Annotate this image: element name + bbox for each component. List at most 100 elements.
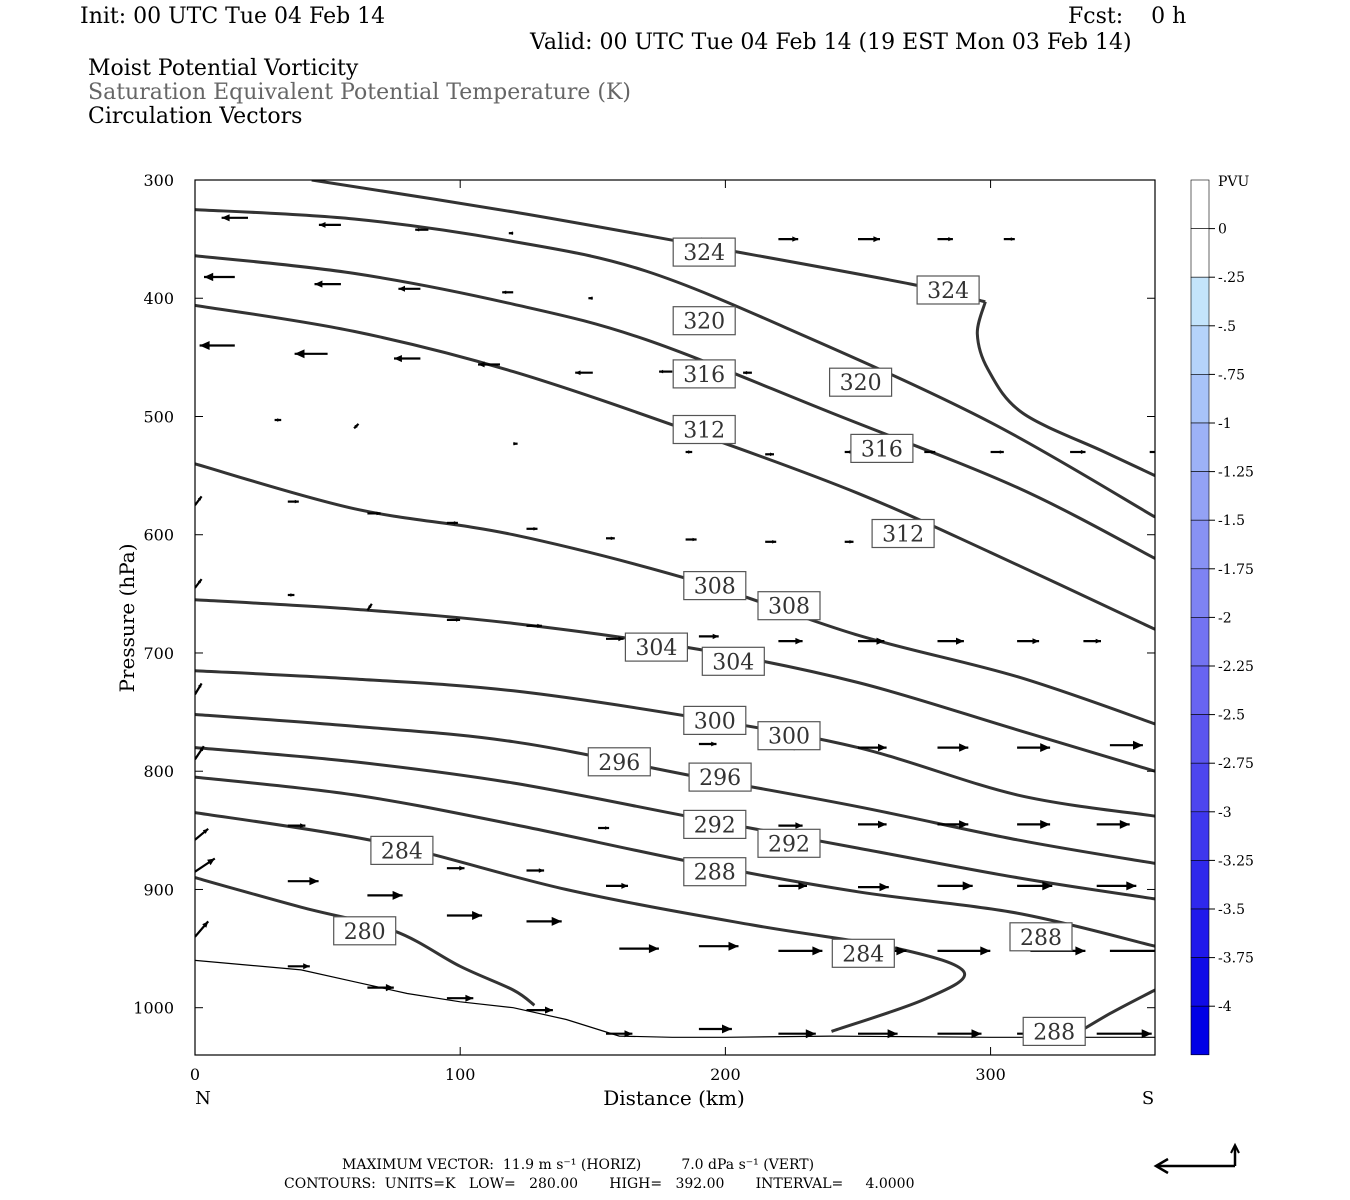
plot-area: 324 324 320 320 316 316 312 312 308 308 304 304 300 3… bbox=[195, 180, 1167, 1047]
circulation-vector bbox=[526, 916, 562, 926]
svg-text:288: 288 bbox=[694, 861, 736, 886]
circulation-vector bbox=[924, 450, 936, 454]
colorbar-label: -1.25 bbox=[1218, 465, 1254, 481]
circulation-vector bbox=[367, 511, 381, 516]
circulation-vector bbox=[1096, 881, 1137, 891]
circulation-vector bbox=[743, 370, 752, 375]
svg-text:308: 308 bbox=[768, 595, 810, 620]
contour-label: 324 bbox=[672, 237, 736, 267]
circulation-vector bbox=[1070, 449, 1086, 454]
contour-304 bbox=[195, 598, 1155, 773]
circulation-vector bbox=[685, 450, 693, 454]
circulation-vector bbox=[1109, 740, 1143, 750]
contour-label: 320 bbox=[828, 367, 893, 397]
circulation-vector bbox=[526, 1006, 553, 1014]
y-axis-label: Pressure (hPa) bbox=[115, 544, 139, 693]
circulation-vector bbox=[778, 637, 803, 645]
colorbar-swatch bbox=[1190, 1005, 1210, 1056]
colorbar-label: -2 bbox=[1218, 610, 1232, 626]
circulation-vector bbox=[366, 603, 373, 612]
circulation-vector bbox=[858, 236, 880, 243]
plot-frame bbox=[194, 179, 1156, 1056]
svg-text:316: 316 bbox=[861, 437, 903, 462]
contour-292 bbox=[195, 746, 1155, 901]
circulation-vector bbox=[446, 911, 483, 920]
y-tick-label: 600 bbox=[143, 526, 174, 545]
colorbar-label: -.75 bbox=[1218, 367, 1245, 383]
y-tick-label: 800 bbox=[143, 762, 174, 781]
circulation-vector bbox=[937, 1029, 982, 1039]
circulation-vector bbox=[778, 1029, 816, 1039]
contour-label: 312 bbox=[871, 518, 935, 549]
circulation-vector bbox=[1149, 450, 1155, 454]
circulation-vector bbox=[937, 946, 991, 956]
circulation-vector bbox=[502, 290, 514, 295]
circulation-vector bbox=[287, 963, 310, 970]
contour-label: 320 bbox=[672, 306, 736, 336]
circulation-vector bbox=[353, 423, 360, 430]
svg-text:324: 324 bbox=[927, 279, 969, 304]
circulation-vector bbox=[274, 418, 282, 422]
svg-text:288: 288 bbox=[1033, 1020, 1075, 1045]
circulation-vector bbox=[858, 743, 887, 752]
contour-label: 316 bbox=[850, 433, 914, 463]
colorbar-swatch bbox=[1190, 179, 1210, 229]
pv-colorbar: PVU 0 -.25 -.5 -.75 -1 -1.25 -1.5 -1.75 -2 -2.25 -2… bbox=[1190, 174, 1254, 1056]
y-tick-label: 400 bbox=[143, 289, 174, 308]
circulation-vector bbox=[398, 285, 421, 292]
contour-label: 288 bbox=[1022, 1016, 1086, 1047]
contour-label: 304 bbox=[701, 646, 765, 676]
terrain-line bbox=[195, 959, 1155, 1038]
circulation-vector bbox=[606, 1030, 633, 1038]
contour-label: 292 bbox=[683, 809, 747, 840]
y-tick-label: 900 bbox=[143, 881, 174, 900]
circulation-vector bbox=[937, 237, 953, 242]
circulation-vector bbox=[606, 636, 624, 642]
north-end-label: N bbox=[195, 1088, 211, 1109]
circulation-vector bbox=[778, 946, 823, 956]
colorbar-label: -3.75 bbox=[1218, 951, 1254, 967]
colorbar-title: PVU bbox=[1218, 174, 1250, 190]
circulation-vector bbox=[844, 540, 854, 544]
y-tick-label: 1000 bbox=[133, 999, 174, 1018]
circulation-vector bbox=[698, 741, 717, 747]
circulation-vector bbox=[858, 820, 887, 829]
contour-320 bbox=[195, 208, 1155, 519]
y-tick-label: 500 bbox=[143, 408, 174, 427]
circulation-vector bbox=[937, 820, 969, 829]
colorbar-swatch bbox=[1190, 519, 1210, 570]
circulation-vector bbox=[1163, 296, 1167, 300]
contour-label: 288 bbox=[1009, 922, 1073, 952]
x-axis-label: Distance (km) bbox=[603, 1086, 745, 1110]
colorbar-swatch bbox=[1190, 665, 1210, 715]
svg-text:320: 320 bbox=[840, 371, 882, 396]
circulation-vector bbox=[195, 682, 203, 695]
circulation-vector bbox=[415, 227, 429, 232]
contour-label: 308 bbox=[757, 591, 821, 621]
circulation-vector bbox=[318, 222, 341, 228]
contour-label: 292 bbox=[757, 828, 821, 858]
x-tick-label: 0 bbox=[190, 1065, 200, 1084]
contour-label: 316 bbox=[672, 359, 736, 389]
svg-text:324: 324 bbox=[683, 241, 725, 266]
circulation-vector bbox=[221, 214, 248, 222]
circulation-vector bbox=[287, 593, 295, 597]
colorbar-swatch bbox=[1190, 811, 1210, 861]
svg-text:292: 292 bbox=[694, 813, 736, 838]
circulation-vector bbox=[778, 236, 799, 242]
circulation-vector bbox=[367, 890, 403, 900]
y-tick-label: 300 bbox=[143, 171, 174, 190]
field-title-mpv: Moist Potential Vorticity bbox=[88, 56, 359, 81]
circulation-vector bbox=[698, 633, 719, 640]
svg-text:284: 284 bbox=[842, 942, 884, 967]
colorbar-swatch bbox=[1190, 714, 1210, 764]
circulation-vector bbox=[858, 882, 889, 892]
colorbar-swatch bbox=[1190, 276, 1210, 327]
circulation-vector bbox=[858, 637, 885, 645]
circulation-vector bbox=[526, 623, 542, 628]
contour-label: 284 bbox=[831, 938, 895, 968]
colorbar-label: -3 bbox=[1218, 805, 1232, 821]
contour-308 bbox=[195, 462, 1155, 726]
circulation-vector bbox=[195, 857, 216, 873]
